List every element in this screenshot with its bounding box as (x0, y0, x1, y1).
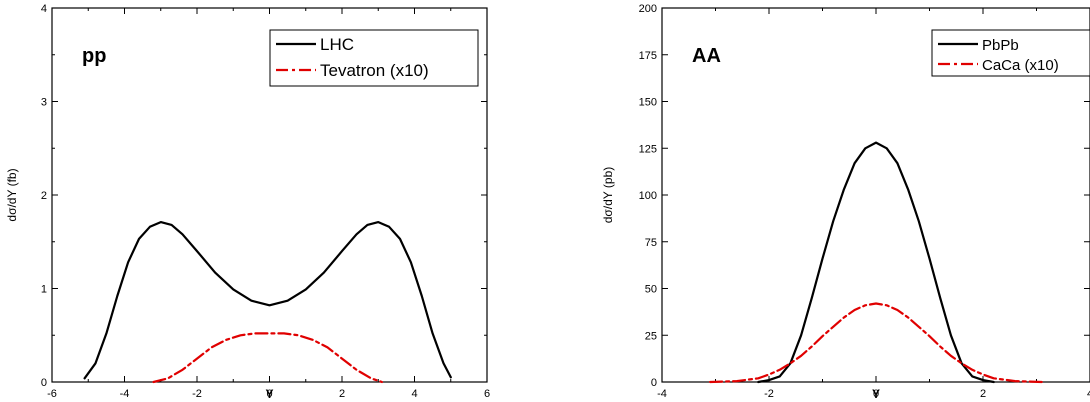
x-axis-label: Y (265, 387, 273, 401)
x-tick-label: 2 (980, 388, 986, 400)
y-tick-label: 150 (639, 97, 657, 109)
y-tick-label: 0 (651, 377, 657, 389)
legend-label: Tevatron (x10) (320, 61, 429, 80)
legend: LHC Tevatron (x10) (269, 29, 479, 87)
x-tick-label: 6 (484, 388, 490, 400)
series-line-1 (709, 302, 1043, 384)
x-tick-label: 0 (873, 388, 879, 400)
legend: PbPb CaCa (x10) (931, 29, 1090, 77)
x-tick-label: -2 (192, 388, 202, 400)
series-line-0 (83, 221, 452, 380)
y-tick-label: 175 (639, 50, 657, 62)
x-tick-label: -2 (764, 388, 774, 400)
y-tick-label: 50 (645, 284, 657, 296)
x-tick-label: 2 (339, 388, 345, 400)
y-tick-label: 1 (41, 284, 47, 296)
series-line-0 (757, 141, 995, 384)
legend-label: PbPb (982, 37, 1019, 54)
x-tick-label: -6 (47, 388, 57, 400)
y-tick-label: 2 (41, 190, 47, 202)
legend-box (931, 29, 1090, 77)
y-tick-label: 200 (639, 3, 657, 15)
legend-box (269, 29, 479, 87)
y-tick-label: 4 (41, 3, 47, 15)
y-tick-label: 100 (639, 190, 657, 202)
x-tick-label: 0 (266, 388, 272, 400)
y-tick-label: 75 (645, 237, 657, 249)
x-tick-label: 4 (1087, 388, 1090, 400)
y-tick-label: 125 (639, 143, 657, 155)
panel-label: AA (692, 45, 721, 67)
y-axis-label: dσ/dY (pb) (601, 167, 615, 224)
chart-panel-pp: -6 -4 -2 0 2 4 6 0 1 2 3 4 Ydσ/dY (fb) pp LHC Tevatron … (5, 3, 490, 401)
legend-label: LHC (320, 35, 354, 54)
y-tick-label: 25 (645, 330, 657, 342)
legend-label: CaCa (x10) (982, 57, 1059, 74)
y-tick-label: 0 (41, 377, 47, 389)
series-line-1 (152, 332, 383, 384)
x-tick-label: -4 (657, 388, 667, 400)
x-tick-label: 4 (411, 388, 417, 400)
y-tick-label: 3 (41, 97, 47, 109)
x-axis-label: Y (872, 387, 880, 401)
panel-label: pp (82, 45, 106, 67)
x-tick-label: -4 (120, 388, 130, 400)
y-axis-label: dσ/dY (fb) (5, 168, 19, 221)
chart-panel-aa: -4 -2 0 2 4 0 25 50 75 100 125 150 175 200 Ydσ/dY (pb)… (601, 3, 1090, 401)
